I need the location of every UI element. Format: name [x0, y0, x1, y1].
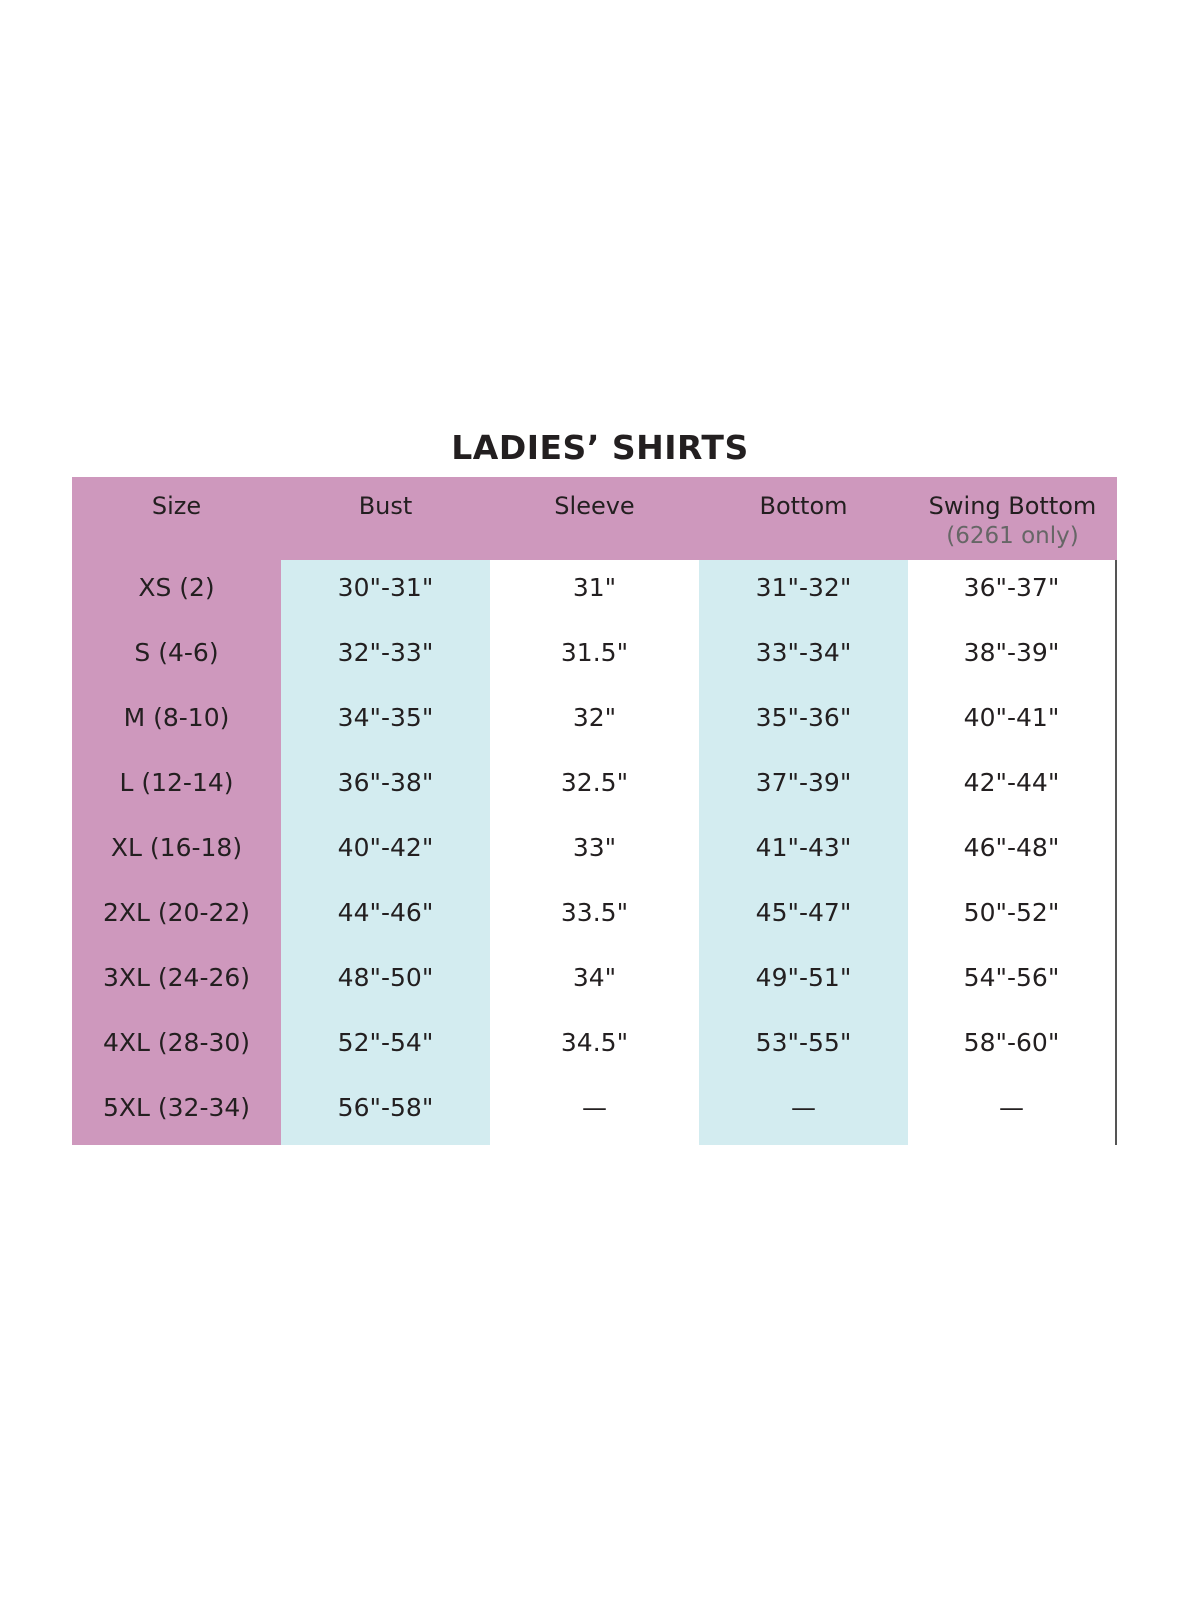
- column-label: Bust: [358, 492, 413, 520]
- table-cell: 34"-35": [281, 690, 490, 755]
- table-cell: 54"-56": [908, 950, 1117, 1015]
- table-cell: —: [490, 1080, 699, 1145]
- table-row: S (4-6) 32"-33" 31.5" 33"-34" 38"-39": [72, 625, 1117, 690]
- size-chart-table: Size Bust Sleeve Bottom Swing Bottom (6261 on…: [72, 477, 1117, 1145]
- table-cell: 34.5": [490, 1015, 699, 1080]
- table-cell: 38"-39": [908, 625, 1117, 690]
- table-row: 4XL (28-30) 52"-54" 34.5" 53"-55" 58"-60": [72, 1015, 1117, 1080]
- column-header: Swing Bottom (6261 only): [908, 477, 1117, 560]
- table-row: 2XL (20-22) 44"-46" 33.5" 45"-47" 50"-52": [72, 885, 1117, 950]
- column-header: Bust: [281, 477, 490, 560]
- column-label: Swing Bottom: [928, 492, 1097, 520]
- size-label: 2XL (20-22): [72, 885, 281, 950]
- table-cell: 53"-55": [699, 1015, 908, 1080]
- table-cell: 33": [490, 820, 699, 885]
- size-label: XL (16-18): [72, 820, 281, 885]
- table-cell: 32": [490, 690, 699, 755]
- table-cell: —: [908, 1080, 1117, 1145]
- table-cell: 31": [490, 560, 699, 625]
- page-title: LADIES’ SHIRTS: [451, 428, 749, 467]
- column-header: Sleeve: [490, 477, 699, 560]
- table-cell: 48"-50": [281, 950, 490, 1015]
- size-label: XS (2): [72, 560, 281, 625]
- table-row: M (8-10) 34"-35" 32" 35"-36" 40"-41": [72, 690, 1117, 755]
- table-cell: 32"-33": [281, 625, 490, 690]
- size-label: S (4-6): [72, 625, 281, 690]
- table-cell: 36"-38": [281, 755, 490, 820]
- table-cell: 40"-42": [281, 820, 490, 885]
- size-label: L (12-14): [72, 755, 281, 820]
- table-cell: 33"-34": [699, 625, 908, 690]
- table-cell: —: [699, 1080, 908, 1145]
- table-cell: 33.5": [490, 885, 699, 950]
- table-cell: 44"-46": [281, 885, 490, 950]
- table-cell: 35"-36": [699, 690, 908, 755]
- table-cell: 34": [490, 950, 699, 1015]
- size-label: M (8-10): [72, 690, 281, 755]
- table-cell: 41"-43": [699, 820, 908, 885]
- column-header: Bottom: [699, 477, 908, 560]
- table-cell: 49"-51": [699, 950, 908, 1015]
- column-sublabel: (6261 only): [946, 523, 1079, 549]
- size-label: 5XL (32-34): [72, 1080, 281, 1145]
- table-cell: 32.5": [490, 755, 699, 820]
- table-cell: 31.5": [490, 625, 699, 690]
- column-label: Bottom: [759, 492, 848, 520]
- table-cell: 30"-31": [281, 560, 490, 625]
- table-cell: 58"-60": [908, 1015, 1117, 1080]
- table-cell: 31"-32": [699, 560, 908, 625]
- table-row: L (12-14) 36"-38" 32.5" 37"-39" 42"-44": [72, 755, 1117, 820]
- size-label: 4XL (28-30): [72, 1015, 281, 1080]
- table-cell: 36"-37": [908, 560, 1117, 625]
- table-cell: 56"-58": [281, 1080, 490, 1145]
- table-header: Size Bust Sleeve Bottom Swing Bottom (6261 on…: [72, 477, 1117, 560]
- table-cell: 50"-52": [908, 885, 1117, 950]
- table-cell: 46"-48": [908, 820, 1117, 885]
- column-label: Sleeve: [554, 492, 635, 520]
- table-cell: 42"-44": [908, 755, 1117, 820]
- column-header: Size: [72, 477, 281, 560]
- table-cell: 45"-47": [699, 885, 908, 950]
- size-label: 3XL (24-26): [72, 950, 281, 1015]
- table-row: 3XL (24-26) 48"-50" 34" 49"-51" 54"-56": [72, 950, 1117, 1015]
- table-cell: 52"-54": [281, 1015, 490, 1080]
- table-row: XL (16-18) 40"-42" 33" 41"-43" 46"-48": [72, 820, 1117, 885]
- table-row: 5XL (32-34) 56"-58" — — —: [72, 1080, 1117, 1145]
- table-cell: 37"-39": [699, 755, 908, 820]
- table-row: XS (2) 30"-31" 31" 31"-32" 36"-37": [72, 560, 1117, 625]
- table-body: XS (2) 30"-31" 31" 31"-32" 36"-37" S (4-6) 32"…: [72, 560, 1117, 1145]
- column-label: Size: [151, 492, 202, 520]
- table-cell: 40"-41": [908, 690, 1117, 755]
